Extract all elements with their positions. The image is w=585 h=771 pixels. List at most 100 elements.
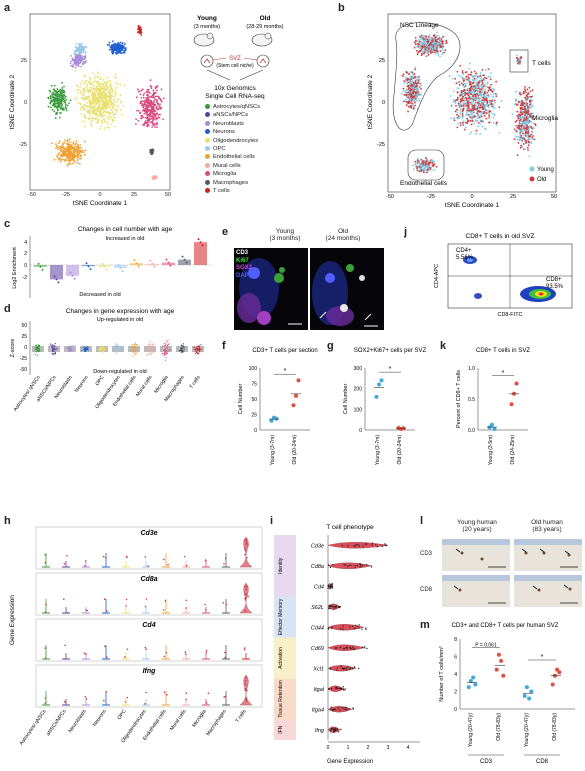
gene-point	[37, 346, 38, 347]
tsne-point	[515, 121, 517, 123]
group-label: Tissue Retention	[278, 680, 284, 718]
category-label: Mural cells	[135, 375, 154, 398]
tsne-point	[82, 46, 84, 48]
old-label: Old	[260, 15, 271, 22]
tsne-point	[468, 74, 470, 76]
tsne-point	[85, 104, 87, 106]
tsne-point	[411, 100, 413, 102]
tsne-point	[88, 81, 90, 83]
gene-point	[50, 345, 51, 346]
tsne-point	[145, 117, 147, 119]
tsne-point	[73, 148, 75, 150]
cell-point	[65, 702, 67, 704]
gene-point	[131, 344, 132, 345]
tick-label: 8	[454, 637, 457, 643]
tsne-point	[457, 117, 459, 119]
tsne-point	[88, 95, 90, 97]
tsne-point	[99, 104, 101, 106]
tsne-point	[433, 35, 435, 37]
gene-point	[184, 349, 185, 350]
tsne-point	[411, 93, 413, 95]
data-point	[523, 694, 527, 698]
tsne-point	[528, 130, 530, 132]
gene-point	[131, 347, 132, 348]
tsne-point	[412, 98, 414, 100]
tsne-point	[517, 115, 519, 117]
cell-point	[103, 700, 105, 702]
tsne-point	[479, 119, 481, 121]
gene-point	[149, 350, 150, 351]
cell-point	[355, 625, 356, 626]
gene-point	[162, 345, 163, 346]
tsne-point	[83, 61, 85, 63]
tsne-point	[50, 91, 52, 93]
tsne-point	[520, 147, 522, 149]
tsne-point	[54, 105, 56, 107]
cell-point	[341, 689, 342, 690]
gene-point	[146, 355, 147, 356]
panel-label: i	[270, 515, 273, 527]
gene-label: Cd4	[314, 584, 324, 590]
replicate-point	[74, 278, 76, 280]
gene-label: Ifng	[315, 728, 325, 734]
tsne-point	[70, 55, 72, 57]
tsne-point	[487, 76, 489, 78]
tsne-point	[419, 164, 421, 166]
tsne-point	[77, 144, 79, 146]
tsne-point	[92, 91, 94, 93]
tsne-point	[406, 83, 408, 85]
tsne-point	[153, 177, 155, 179]
tsne-point	[464, 129, 466, 131]
tsne-point	[149, 106, 151, 108]
tsne-point	[113, 117, 115, 119]
tsne-point	[76, 61, 78, 63]
tsne-point	[92, 101, 94, 103]
tsne-point	[141, 118, 143, 120]
tsne-point	[75, 142, 77, 144]
tsne-point	[531, 137, 533, 139]
tsne-point	[522, 103, 524, 105]
gene-point	[53, 354, 54, 355]
tsne-point	[426, 55, 428, 57]
tick-label: 0	[470, 194, 473, 200]
tsne-point	[83, 106, 85, 108]
tsne-point	[520, 145, 522, 147]
tsne-point	[519, 131, 521, 133]
tsne-point	[407, 111, 409, 113]
tsne-point	[145, 106, 147, 108]
tsne-point	[75, 67, 77, 69]
tsne-point	[415, 98, 417, 100]
tsne-point	[476, 97, 478, 99]
cell-point	[245, 597, 247, 599]
tsne-point	[150, 151, 152, 153]
panel-label: j	[404, 226, 407, 238]
tick-label: 6	[454, 655, 457, 661]
gene-point	[84, 346, 85, 347]
cell-point	[347, 667, 348, 668]
data-point	[499, 659, 503, 663]
cell-point	[165, 600, 167, 602]
tsne-point	[107, 44, 109, 46]
replicate-point	[150, 260, 152, 262]
tsne-point	[55, 143, 57, 145]
tsne-point	[418, 76, 420, 78]
cell-point	[332, 728, 333, 729]
cell-point	[364, 646, 365, 647]
tsne-point	[493, 93, 495, 95]
tick-label: 50	[21, 323, 27, 329]
replicate-point	[58, 281, 60, 283]
tsne-point	[89, 90, 91, 92]
cell-point	[336, 670, 337, 671]
cell-point	[359, 546, 360, 547]
tsne-point	[515, 136, 517, 138]
tsne-point	[482, 91, 484, 93]
tsne-point	[112, 45, 114, 47]
cell-point	[330, 608, 331, 609]
tsne-point	[53, 103, 55, 105]
tsne-point	[529, 106, 531, 108]
tsne-point	[481, 104, 483, 106]
tsne-point	[522, 113, 524, 115]
tsne-point	[123, 46, 125, 48]
